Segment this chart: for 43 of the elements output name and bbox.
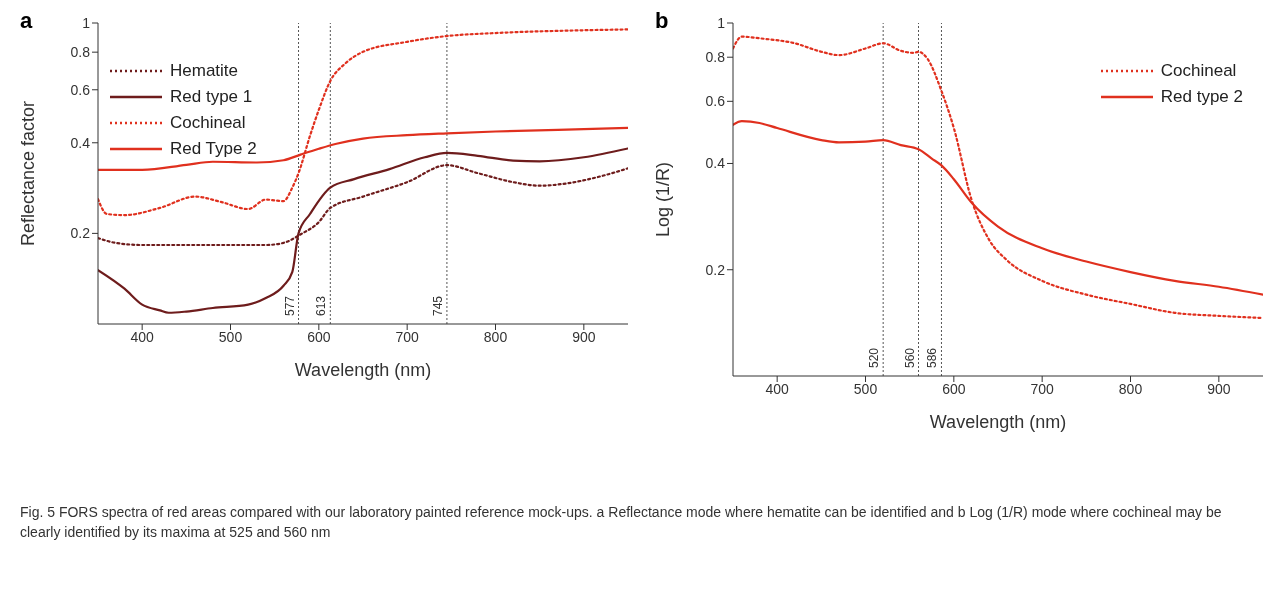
- ref-line-label: 577: [282, 295, 297, 316]
- legend-label: Red type 1: [170, 87, 253, 107]
- y-tick-label: 0.4: [70, 134, 91, 151]
- x-axis-title: Wavelength (nm): [294, 360, 432, 380]
- x-tick-label: 600: [307, 328, 331, 345]
- x-tick-label: 700: [1030, 380, 1055, 397]
- legend-label: Hematite: [170, 61, 239, 81]
- y-tick-label: 0.8: [705, 49, 726, 66]
- line-series: [733, 35, 1263, 320]
- x-tick-label: 700: [395, 328, 420, 345]
- y-tick-label: 0.6: [705, 93, 726, 110]
- x-tick-label: 800: [1118, 380, 1143, 397]
- ref-line-label: 560: [902, 347, 917, 368]
- x-axis-title: Wavelength (nm): [929, 412, 1067, 432]
- x-tick-label: 400: [130, 328, 155, 345]
- y-tick-label: 0.6: [70, 81, 91, 98]
- x-tick-label: 500: [218, 328, 243, 345]
- legend-label: Cochineal: [1160, 61, 1237, 81]
- legend-label: Red Type 2: [170, 139, 257, 159]
- y-tick-label: 0.2: [705, 261, 726, 278]
- y-axis-title: Reflectance factor: [18, 100, 39, 247]
- x-tick-label: 800: [483, 328, 508, 345]
- x-tick-label: 900: [1207, 380, 1231, 397]
- ref-line-label: 520: [867, 347, 882, 368]
- chart-title: b: [655, 8, 669, 34]
- x-tick-label: 500: [853, 380, 878, 397]
- ref-line-label: 586: [925, 347, 940, 368]
- line-series: [98, 28, 628, 217]
- y-tick-label: 1: [82, 14, 91, 31]
- x-tick-label: 900: [572, 328, 596, 345]
- caption: Fig. 5 FORS spectra of red areas compared with our laboratory painted reference mock-ups. a Reflectance mode where hematite can be identified and b Log (1/R) mode where cochineal may be clearly identified by its maxima at 525 and 560 nm: [19, 503, 1223, 542]
- y-tick-label: 0.4: [705, 155, 726, 172]
- y-tick-label: 0.2: [70, 225, 91, 242]
- chart-title: a: [20, 8, 33, 34]
- y-tick-label: 1: [717, 14, 726, 31]
- x-tick-label: 400: [765, 380, 790, 397]
- ref-line-label: 613: [314, 295, 329, 316]
- x-tick-label: 600: [942, 380, 966, 397]
- y-tick-label: 0.8: [70, 44, 91, 61]
- legend-label: Cochineal: [170, 113, 246, 133]
- ref-line-label: 745: [430, 295, 445, 316]
- y-axis-title: Log (1/R): [653, 161, 674, 238]
- legend-label: Red type 2: [1160, 87, 1243, 107]
